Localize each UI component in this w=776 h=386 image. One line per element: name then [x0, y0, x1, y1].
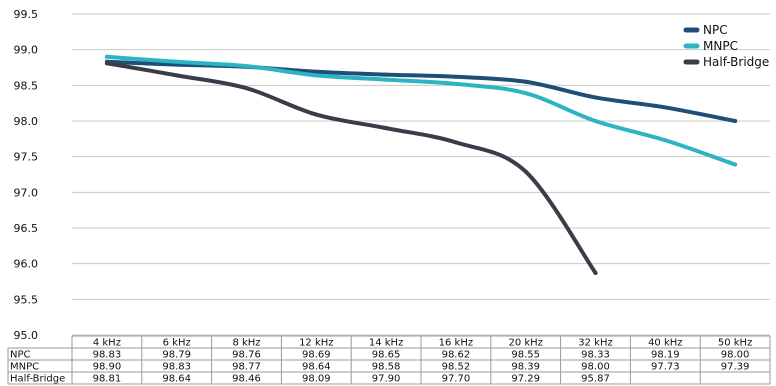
- y-tick-label: 96.5: [14, 222, 39, 235]
- legend-label: Half-Bridge: [703, 55, 769, 69]
- data-point: [314, 112, 319, 117]
- y-tick-label: 95.5: [14, 293, 39, 306]
- data-label: 98.83: [93, 350, 122, 361]
- data-label: 98.00: [721, 350, 750, 361]
- data-label: 97.73: [651, 362, 680, 373]
- data-point: [593, 270, 598, 275]
- data-point: [663, 105, 668, 110]
- x-tick-label: 6 kHz: [163, 338, 191, 349]
- x-tick-label: 16 kHz: [439, 338, 473, 349]
- data-label: 98.90: [93, 362, 122, 373]
- x-tick-label: 32 kHz: [578, 338, 612, 349]
- table-row-label: MNPC: [10, 362, 39, 373]
- data-label: 98.09: [302, 374, 331, 385]
- series-lines: [104, 54, 738, 275]
- data-label: 97.90: [372, 374, 401, 385]
- y-tick-label: 99.5: [14, 8, 39, 21]
- data-label: 98.46: [232, 374, 261, 385]
- data-label: 98.69: [302, 350, 331, 361]
- grid: [72, 13, 770, 336]
- data-point: [244, 64, 249, 69]
- data-point: [174, 59, 179, 64]
- data-label: 97.29: [511, 374, 540, 385]
- data-point: [663, 138, 668, 143]
- data-label: 97.39: [721, 362, 750, 373]
- data-point: [453, 140, 458, 145]
- data-point: [733, 162, 738, 167]
- legend-label: NPC: [703, 23, 728, 37]
- data-point: [593, 119, 598, 123]
- y-tick-label: 99.0: [14, 44, 39, 57]
- data-label: 98.62: [442, 350, 471, 361]
- data-label: 98.65: [372, 350, 401, 361]
- data-point: [104, 54, 109, 59]
- y-tick-label: 98.5: [14, 79, 39, 92]
- x-tick-label: 20 kHz: [508, 338, 542, 349]
- data-label: 98.33: [581, 350, 610, 361]
- x-tick-label: 8 kHz: [232, 338, 260, 349]
- data-point: [314, 73, 319, 78]
- y-tick-label: 98.0: [14, 115, 39, 128]
- data-label: 98.79: [162, 350, 191, 361]
- data-label: 97.70: [442, 374, 471, 385]
- x-tick-label: 14 kHz: [369, 338, 403, 349]
- y-tick-label: 95.0: [14, 329, 39, 342]
- x-tick-label: 4 kHz: [93, 338, 121, 349]
- x-tick-label: 40 kHz: [648, 338, 682, 349]
- data-label: 98.00: [581, 362, 610, 373]
- data-point: [104, 61, 109, 66]
- data-point: [593, 95, 598, 100]
- series-line-half-bridge: [104, 61, 598, 275]
- y-tick-label: 97.0: [14, 186, 39, 199]
- x-tick-label: 12 kHz: [299, 338, 333, 349]
- data-point: [244, 86, 249, 91]
- data-label: 98.64: [302, 362, 331, 373]
- data-point: [174, 73, 179, 78]
- data-point: [384, 126, 389, 131]
- series-line-mnpc: [104, 54, 738, 167]
- data-label: 98.55: [511, 350, 540, 361]
- y-tick-label: 97.5: [14, 151, 39, 164]
- data-label: 98.39: [511, 362, 540, 373]
- table-row-label: NPC: [10, 350, 31, 361]
- data-label: 98.76: [232, 350, 261, 361]
- data-point: [523, 169, 528, 174]
- data-point: [384, 72, 389, 77]
- x-tick-label: 50 kHz: [718, 338, 752, 349]
- data-label: 98.58: [372, 362, 401, 373]
- legend-label: MNPC: [703, 39, 738, 53]
- data-table: 4 kHz 6 kHz 8 kHz 12 kHz 14 kHz 16 kHz 20 kHz 3…: [7, 335, 771, 385]
- table-row-label: Half-Bridge: [10, 374, 65, 385]
- series-line-npc: [104, 59, 738, 123]
- data-point: [453, 74, 458, 79]
- data-label: 98.64: [162, 374, 191, 385]
- data-label: 95.87: [581, 374, 610, 385]
- data-point: [314, 69, 319, 74]
- data-label: 98.81: [93, 374, 122, 385]
- data-point: [453, 81, 458, 86]
- data-point: [523, 91, 528, 96]
- data-label: 98.83: [162, 362, 191, 373]
- data-label: 98.19: [651, 350, 680, 361]
- data-label: 98.52: [442, 362, 471, 373]
- data-point: [733, 119, 738, 123]
- y-axis: 95.0 95.5 96.0 96.5 97.0 97.5 98.0 98.5 99.0 99.5: [14, 8, 39, 342]
- y-tick-label: 96.0: [14, 258, 39, 271]
- data-point: [384, 77, 389, 82]
- data-label: 98.77: [232, 362, 261, 373]
- legend: NPC MNPC Half-Bridge: [683, 23, 769, 69]
- data-point: [523, 79, 528, 84]
